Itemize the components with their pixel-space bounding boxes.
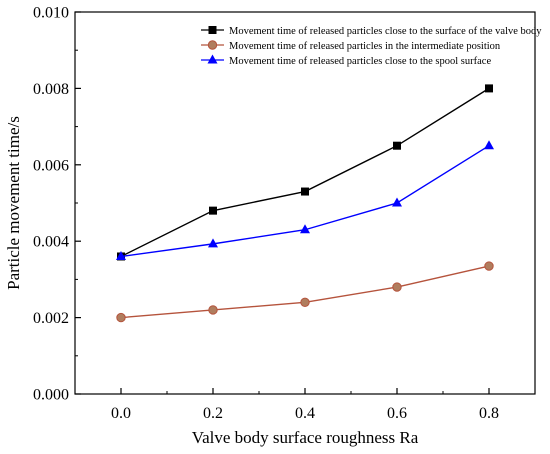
series-2 xyxy=(116,261,494,323)
data-point xyxy=(484,261,494,271)
y-axis: 0.000 0.002 0.004 0.006 0.008 0.010 xyxy=(33,5,81,404)
x-axis: 0.0 0.2 0.4 0.6 0.8 xyxy=(74,388,536,422)
y-tick-label: 0.004 xyxy=(33,234,69,251)
x-tick-label: 0.0 xyxy=(111,405,131,422)
x-tick-label: 0.4 xyxy=(295,405,315,422)
series-layer xyxy=(116,84,494,323)
y-tick-label: 0.010 xyxy=(33,5,69,22)
data-point xyxy=(301,187,309,196)
legend-label: Movement time of released particles in t… xyxy=(229,41,501,52)
data-point xyxy=(116,250,126,260)
legend-item: Movement time of released particles clos… xyxy=(201,54,491,67)
series-1 xyxy=(117,84,493,261)
data-point xyxy=(300,224,310,234)
legend-label: Movement time of released particles clos… xyxy=(229,26,542,37)
x-axis-title: Valve body surface roughness Ra xyxy=(192,428,419,447)
data-point xyxy=(208,305,218,315)
data-point xyxy=(392,282,402,292)
y-axis-title: Particle movement time/s xyxy=(4,116,23,290)
data-point xyxy=(116,312,126,323)
data-point xyxy=(392,197,402,207)
legend-label: Movement time of released particles clos… xyxy=(229,56,491,67)
x-tick-label: 0.8 xyxy=(479,405,499,422)
legend-marker xyxy=(207,54,218,64)
series-line xyxy=(120,265,490,319)
legend-item: Movement time of released particles in t… xyxy=(201,40,501,52)
y-tick-label: 0.002 xyxy=(33,310,69,327)
y-tick-label: 0.006 xyxy=(33,157,69,174)
legend-marker xyxy=(207,40,218,50)
legend-marker xyxy=(208,26,217,34)
legend-item: Movement time of released particles clos… xyxy=(201,26,542,37)
y-tick-label: 0.000 xyxy=(33,387,69,404)
series-line xyxy=(120,145,490,258)
data-point xyxy=(485,84,493,93)
x-tick-label: 0.6 xyxy=(387,405,407,422)
series-3 xyxy=(116,140,494,260)
data-point xyxy=(300,297,310,308)
data-point xyxy=(393,141,401,150)
plot-frame xyxy=(74,11,536,395)
data-point xyxy=(209,206,217,215)
data-point xyxy=(484,140,494,150)
legend: Movement time of released particles clos… xyxy=(201,26,542,67)
x-tick-label: 0.2 xyxy=(203,405,223,422)
plot-border xyxy=(74,11,536,395)
y-tick-label: 0.008 xyxy=(33,81,69,98)
data-point xyxy=(208,238,218,248)
